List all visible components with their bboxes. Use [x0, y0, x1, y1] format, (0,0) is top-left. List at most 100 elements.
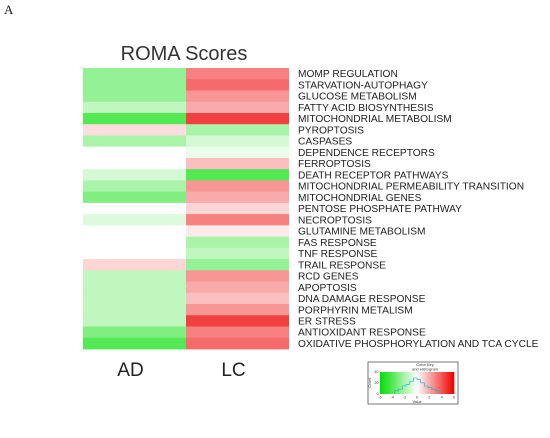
color-key-swatch — [400, 372, 402, 394]
row-label: ANTIOXIDANT RESPONSE — [298, 328, 426, 339]
heatmap-cell — [83, 236, 186, 249]
color-key-tick: 6 — [453, 396, 455, 400]
color-key-swatch — [426, 372, 429, 394]
heatmap-cell — [83, 157, 186, 170]
column-label: AD — [117, 360, 143, 381]
color-key-swatch — [437, 372, 439, 394]
color-key-tick: -2 — [403, 396, 406, 400]
heatmap-cell — [83, 315, 186, 327]
heatmap-cell — [83, 259, 186, 271]
row-label: PORPHYRIN METALISM — [298, 305, 413, 316]
color-key-swatch — [432, 372, 435, 394]
heatmap-cell — [186, 124, 289, 136]
color-key-swatch — [381, 372, 384, 394]
heatmap-cell — [186, 146, 289, 159]
heatmap-cell — [186, 90, 289, 103]
color-key-subtitle: and Histogram — [412, 367, 439, 372]
row-label: MITOCHONDRIAL PERMEABILITY TRANSITION — [298, 182, 524, 193]
heatmap-cell — [83, 202, 186, 215]
color-key-swatch — [446, 372, 449, 394]
row-label: FAS RESPONSE — [298, 238, 377, 249]
heatmap-cell — [186, 304, 289, 316]
heatmap-cell — [186, 202, 289, 215]
heatmap-cell — [186, 191, 289, 204]
heatmap-cell — [186, 337, 289, 350]
color-key-swatch — [389, 372, 392, 394]
row-label: CASPASES — [298, 137, 352, 148]
row-label: STARVATION-AUTOPHAGY — [298, 80, 428, 91]
row-label: TNF RESPONSE — [298, 249, 377, 260]
row-label: TRAIL RESPONSE — [298, 260, 386, 271]
color-key-swatch — [398, 372, 401, 394]
color-key-ylabel: Count — [368, 378, 372, 388]
row-label: OXIDATIVE PHOSPHORYLATION AND TCA CYCLE — [298, 339, 539, 350]
color-key-swatch — [452, 372, 455, 394]
row-labels: MOMP REGULATIONSTARVATION-AUTOPHAGYGLUCO… — [298, 69, 539, 350]
heatmap-cell — [186, 292, 289, 305]
color-key-swatch — [409, 372, 412, 394]
row-label: DEPENDENCE RECEPTORS — [298, 148, 435, 159]
row-label: GLUTAMINE METABOLISM — [298, 227, 426, 238]
color-key-swatch — [401, 372, 404, 394]
heatmap-cell — [186, 214, 289, 226]
heatmap-cell — [186, 101, 289, 114]
heatmap-cells — [83, 68, 289, 350]
color-key-swatch — [410, 372, 413, 394]
color-key-swatch — [383, 372, 385, 394]
color-key-swatch — [387, 372, 390, 394]
color-key-tick: 2 — [428, 396, 430, 400]
color-key-swatch — [433, 372, 436, 394]
color-key-swatch — [390, 372, 393, 394]
heatmap-cell — [83, 304, 186, 316]
color-key-swatch — [393, 372, 396, 394]
row-label: FERROPTOSIS — [298, 159, 371, 170]
color-key-swatch — [427, 372, 430, 394]
row-label: MOMP REGULATION — [298, 69, 398, 80]
color-key-swatch — [417, 372, 419, 394]
heatmap-cell — [83, 169, 186, 181]
heatmap-cell — [83, 112, 186, 125]
color-key-swatch — [384, 372, 387, 394]
column-labels: AD LC — [117, 360, 245, 381]
chart-title: ROMA Scores — [121, 43, 248, 65]
color-key-swatch — [412, 372, 415, 394]
heatmap-cell — [186, 68, 289, 80]
row-label: RCD GENES — [298, 272, 359, 283]
color-key-swatch — [413, 372, 416, 394]
heatmap-cell — [186, 157, 289, 170]
column-label: LC — [221, 360, 245, 381]
heatmap-cell — [83, 337, 186, 350]
color-key-ytick: 40 — [375, 370, 379, 374]
color-key-xlabel: Value — [413, 400, 422, 404]
heatmap-cell — [186, 112, 289, 125]
row-label: FATTY ACID BIOSYNTHESIS — [298, 103, 434, 114]
color-key-swatch — [404, 372, 407, 394]
heatmap-cell — [186, 326, 289, 339]
heatmap-cell — [186, 135, 289, 148]
heatmap-cell — [186, 236, 289, 249]
color-key-tick: 0 — [416, 396, 418, 400]
heatmap-cell — [83, 214, 186, 226]
heatmap-cell — [83, 292, 186, 305]
color-key-title: Color Key — [416, 362, 434, 367]
heatmap-cell — [83, 225, 186, 237]
color-key-swatch — [444, 372, 447, 394]
heatmap-cell — [186, 281, 289, 294]
color-key-swatch — [441, 372, 444, 394]
heatmap-cell — [83, 281, 186, 294]
row-label: GLUCOSE METABOLISM — [298, 92, 417, 103]
color-key-tick: -6 — [378, 396, 381, 400]
heatmap-cell — [186, 169, 289, 181]
heatmap-cell — [83, 68, 186, 80]
color-key-swatch — [392, 372, 395, 394]
color-key-ytick: 0 — [377, 392, 379, 396]
heatmap-cell — [186, 79, 289, 91]
row-label: MITOCHONDRIAL GENES — [298, 193, 422, 204]
heatmap-cell — [186, 270, 289, 282]
heatmap-cell — [83, 191, 186, 204]
heatmap-cell — [186, 259, 289, 271]
color-key-swatch — [440, 372, 442, 394]
heatmap-cell — [83, 101, 186, 114]
heatmap-cell — [83, 270, 186, 282]
